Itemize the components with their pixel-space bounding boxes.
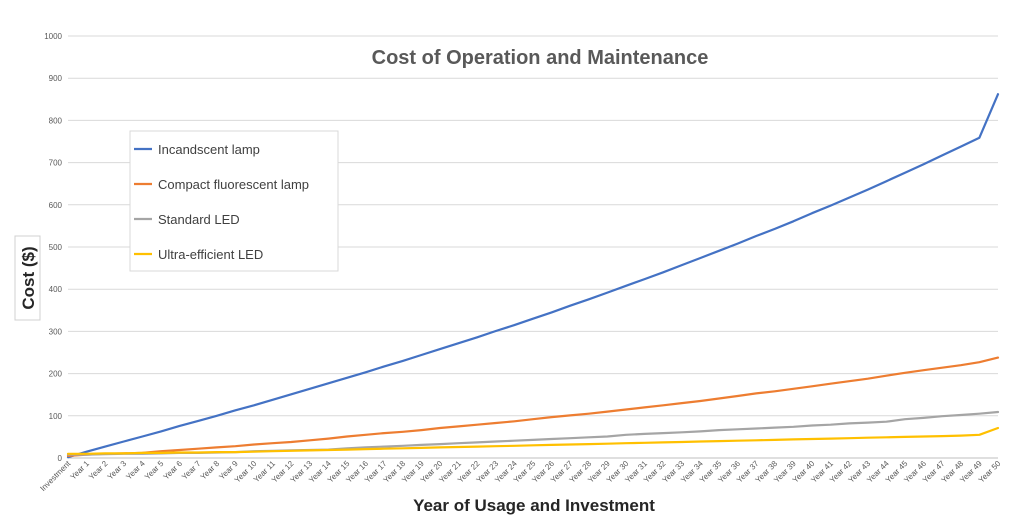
legend-frame — [129, 130, 339, 272]
y-tick-label: 600 — [49, 201, 63, 210]
y-tick-label: 400 — [49, 285, 63, 294]
legend: Incandscent lamp Compact fluorescent lamp… — [129, 130, 339, 272]
y-axis-title: Cost ($) — [19, 246, 38, 309]
chart-title: Cost of Operation and Maintenance — [372, 47, 709, 69]
y-tick-label: 1000 — [44, 32, 62, 41]
y-tick-label: 800 — [49, 116, 63, 125]
y-tick-label: 0 — [58, 454, 63, 463]
y-tick-label: 200 — [49, 370, 63, 379]
y-tick-label: 900 — [49, 74, 63, 83]
legend-label: Incandscent lamp — [158, 142, 260, 157]
x-axis-title: Year of Usage and Investment — [413, 496, 655, 515]
y-tick-label: 300 — [49, 327, 63, 336]
y-tick-label: 100 — [49, 412, 63, 421]
y-axis-title-frame — [14, 235, 41, 321]
series-line — [66, 426, 1000, 455]
series-line — [66, 93, 1000, 459]
y-tick-label: 500 — [49, 243, 63, 252]
legend-label: Standard LED — [158, 212, 240, 227]
legend-label: Ultra-efficient LED — [158, 247, 263, 262]
y-axis-title-box: Cost ($) — [14, 235, 41, 321]
series-lines — [66, 93, 1000, 459]
y-tick-labels: 0 100 200 300 400 500 600 700 800 900 1000 — [44, 32, 62, 463]
legend-label: Compact fluorescent lamp — [158, 177, 309, 192]
series-line — [66, 356, 1000, 457]
y-tick-label: 700 — [49, 159, 63, 168]
